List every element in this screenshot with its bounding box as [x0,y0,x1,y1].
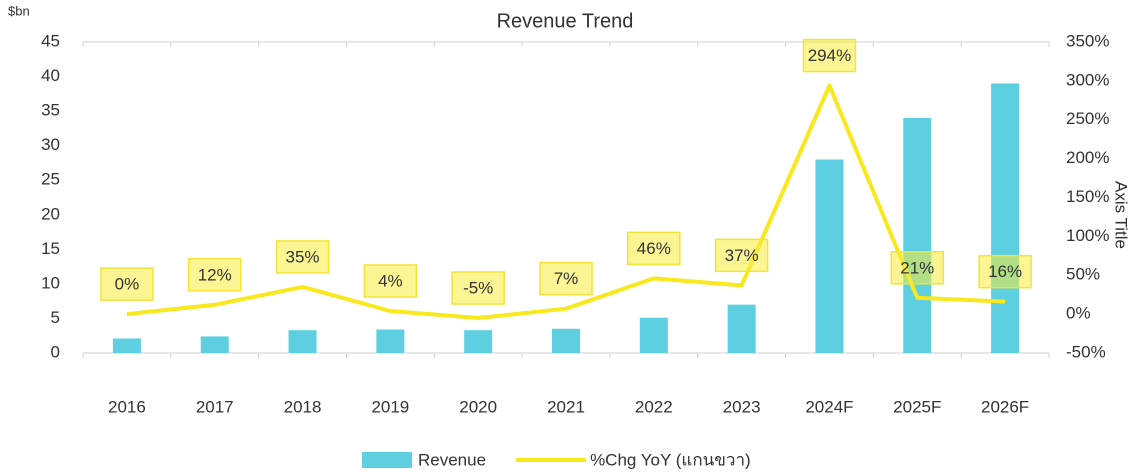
bar [112,338,141,353]
chart-title: Revenue Trend [497,10,634,32]
x-tick-label: 2023 [723,397,761,416]
label-box [627,231,681,266]
y-unit: $bn [8,3,30,18]
legend-label: %Chg YoY (แกนขวา) [590,450,751,469]
label-box [187,258,242,292]
label-box [275,240,330,274]
data-label: 35% [286,247,320,266]
bar [376,329,405,353]
data-label: 16% [988,262,1022,281]
y2-tick-label: -50% [1066,342,1106,361]
x-tick-label: 2026F [981,397,1029,416]
y2-tick-label: 250% [1066,109,1109,128]
data-label: 294% [808,46,851,65]
y-tick-label: 10 [41,273,60,292]
line [126,83,1006,321]
label-box [714,238,769,273]
bar [464,330,493,353]
y-tick-label: 25 [41,170,60,189]
y-tick-label: 40 [41,66,60,85]
y2-tick-label: 100% [1066,226,1109,245]
legend-label: Revenue [418,450,486,469]
bar [815,159,844,353]
y2-title: Axis Title [1112,181,1131,249]
y2-tick-label: 150% [1066,187,1109,206]
y-tick-label: 5 [51,308,60,327]
y2-tick-label: 0% [1066,304,1091,323]
bar [552,328,580,353]
x-tick-label: 2024F [805,397,853,416]
x-tick-label: 2020 [459,397,497,416]
x-tick-label: 2017 [196,397,234,416]
y2-tick-label: 300% [1066,70,1109,89]
y2-tick-label: 350% [1066,31,1109,50]
label-box [890,251,945,285]
x-tick-label: 2018 [284,397,322,416]
y-tick-label: 35 [41,101,60,120]
data-label: 21% [900,258,934,277]
y-tick-label: 15 [41,239,60,258]
label-box [802,38,857,73]
x-tick-label: 2021 [547,397,585,416]
data-label: -5% [463,278,493,297]
data-label: 7% [554,269,579,288]
y2-tick-label: 200% [1066,148,1109,167]
x-tick-label: 2025F [893,397,941,416]
y-tick-label: 30 [41,135,60,154]
data-label: 46% [637,239,671,258]
label-box [100,267,154,301]
bar [200,336,229,353]
y-tick-label: 20 [41,204,60,223]
data-label: 4% [378,271,403,290]
data-label: 12% [198,265,232,284]
x-tick-label: 2022 [635,397,673,416]
label-box [363,264,418,298]
label-box [978,254,1032,289]
data-label: 37% [725,246,759,265]
bar [288,330,317,353]
x-tick-label: 2016 [108,397,146,416]
bar [639,317,668,353]
x-tick-label: 2019 [371,397,409,416]
bar [991,83,1020,353]
label-box [451,271,505,305]
data-label: 0% [115,275,140,294]
y-tick-label: 45 [41,31,60,50]
bar [903,118,932,354]
bar [727,304,756,353]
y-tick-label: 0 [51,342,60,361]
label-box [539,261,593,296]
y2-tick-label: 50% [1066,265,1100,284]
legend-swatch [362,452,412,468]
